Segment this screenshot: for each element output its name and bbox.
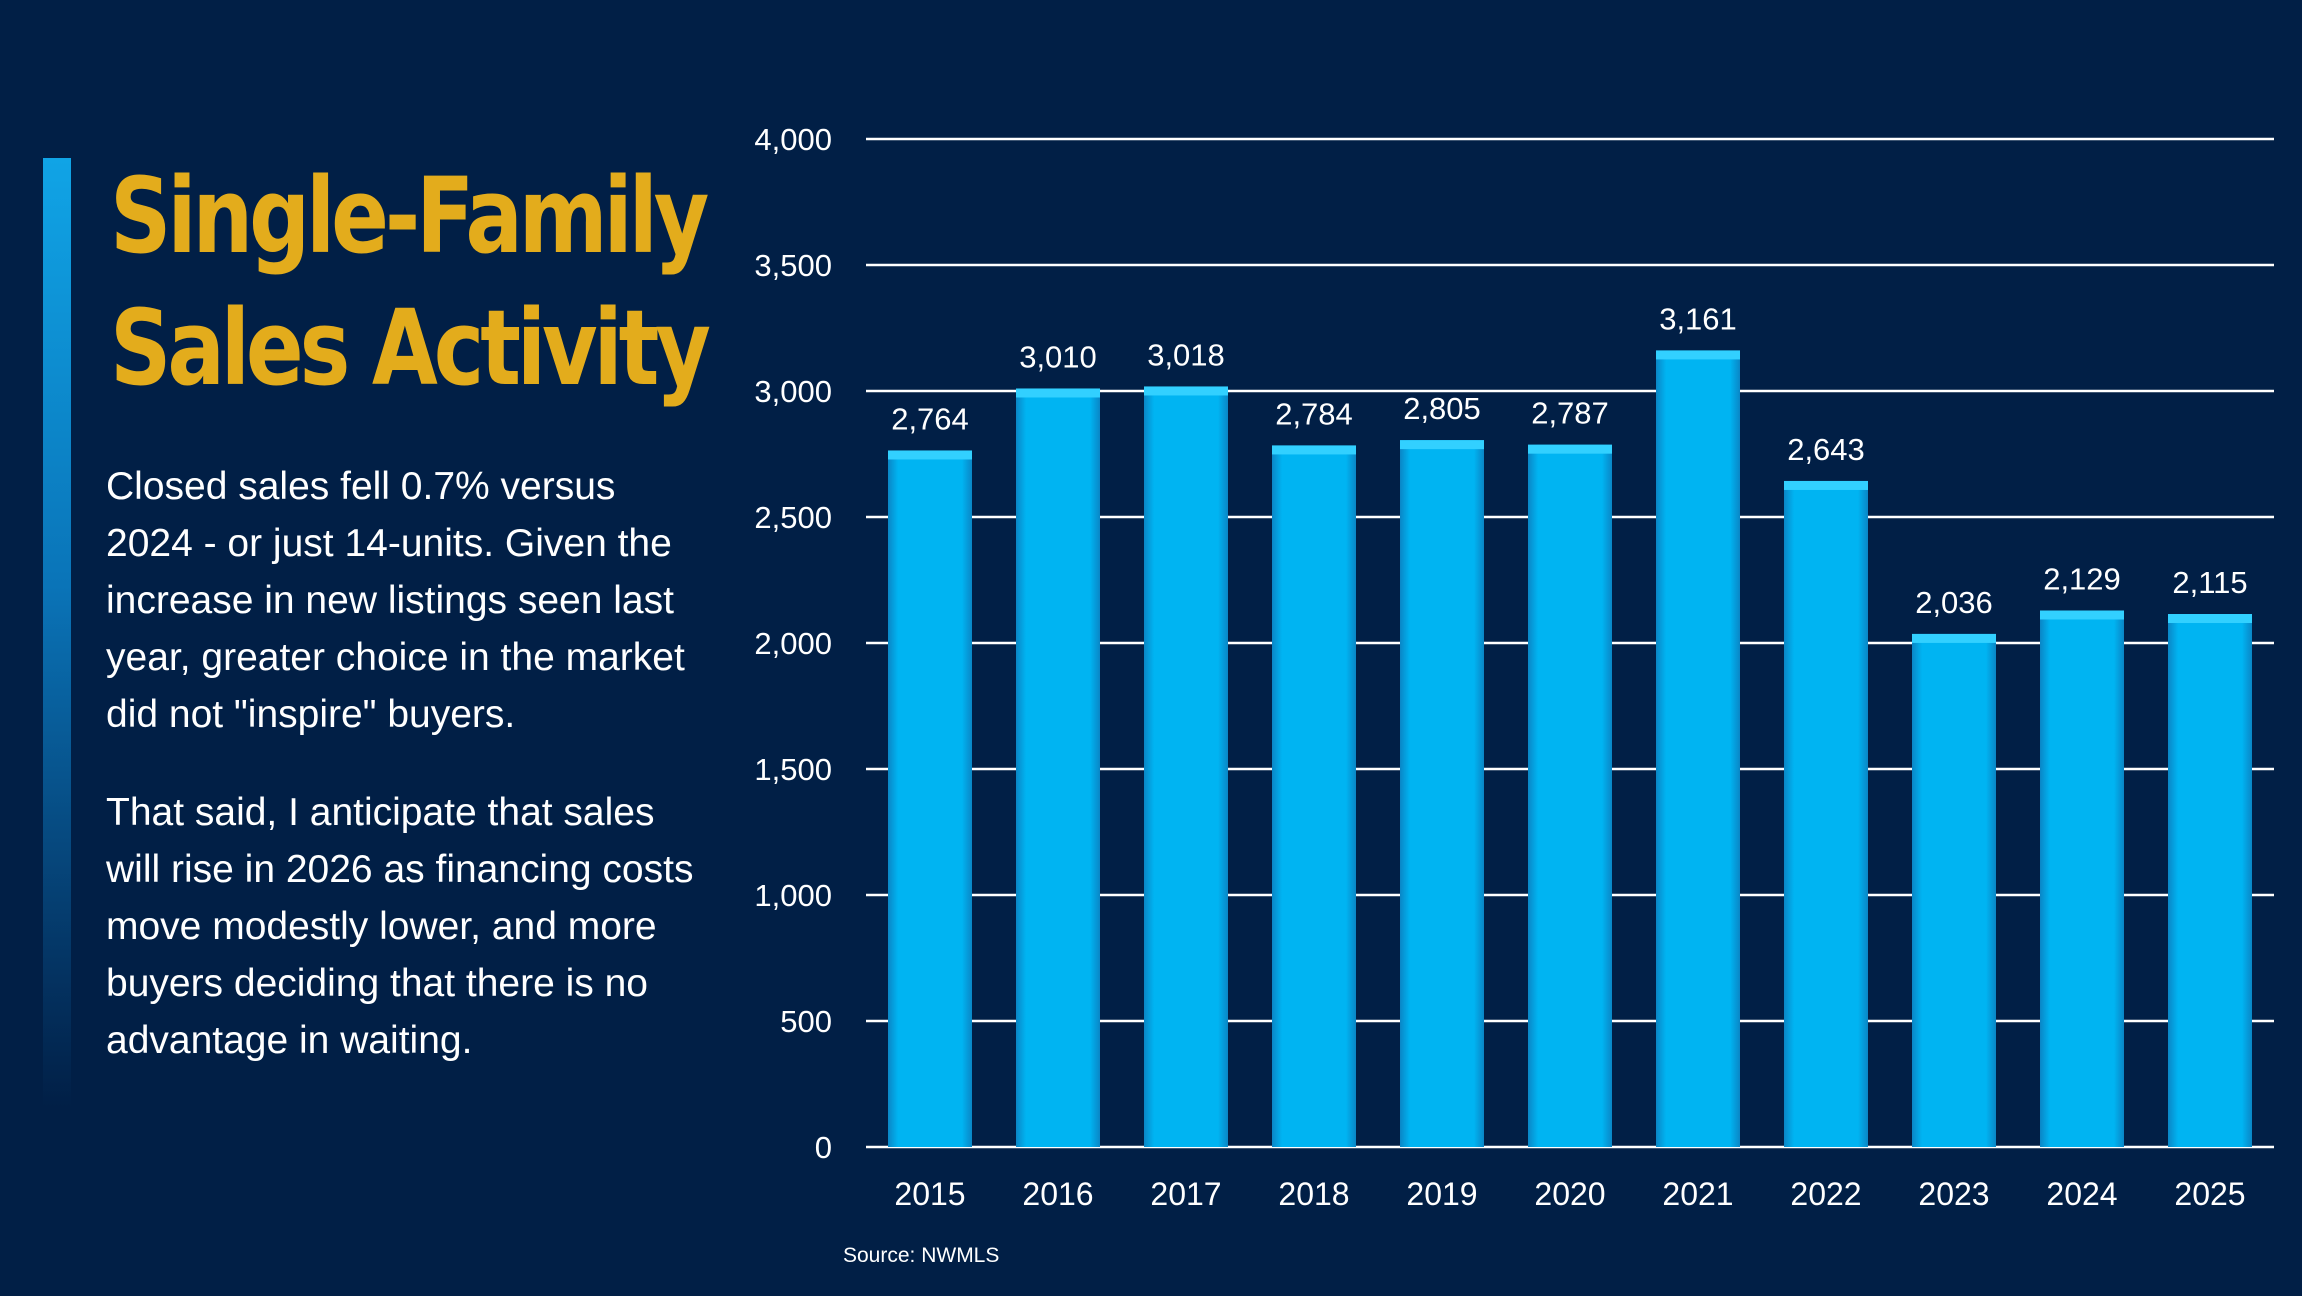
bar-2019 <box>1400 440 1484 1147</box>
commentary-paragraph-1: Closed sales fell 0.7% versus 2024 - or … <box>106 465 685 736</box>
bar-2020 <box>1528 444 1612 1147</box>
bar-cap-2018 <box>1272 445 1356 455</box>
bar-2015 <box>888 450 972 1147</box>
y-tick-label: 500 <box>780 1004 832 1039</box>
bar-cap-2022 <box>1784 480 1868 490</box>
value-label-2018: 2,784 <box>1275 396 1353 431</box>
slide-title-line-1: Single-Family <box>110 155 709 277</box>
value-label-2019: 2,805 <box>1403 391 1481 426</box>
y-tick-label: 0 <box>815 1130 832 1165</box>
bar-2018 <box>1272 445 1356 1147</box>
x-tick-label-2017: 2017 <box>1150 1176 1221 1212</box>
bars <box>888 350 2252 1148</box>
bar-cap-2017 <box>1144 386 1228 396</box>
y-tick-label: 2,500 <box>754 500 832 535</box>
x-tick-label-2015: 2015 <box>894 1176 965 1212</box>
x-tick-label-2020: 2020 <box>1534 1176 1605 1212</box>
bar-cap-2019 <box>1400 440 1484 450</box>
bar-2023 <box>1912 633 1996 1147</box>
bar-cap-2015 <box>888 450 972 460</box>
value-label-2017: 3,018 <box>1147 337 1225 372</box>
y-tick-label: 1,000 <box>754 878 832 913</box>
x-tick-label-2022: 2022 <box>1790 1176 1861 1212</box>
y-tick-label: 3,500 <box>754 248 832 283</box>
y-tick-label: 2,000 <box>754 626 832 661</box>
x-tick-label-2025: 2025 <box>2174 1176 2245 1212</box>
bar-2024 <box>2040 610 2124 1147</box>
bar-cap-2023 <box>1912 633 1996 643</box>
x-tick-label-2019: 2019 <box>1406 1176 1477 1212</box>
bar-2021 <box>1656 350 1740 1148</box>
bar-2025 <box>2168 614 2252 1147</box>
x-tick-label-2018: 2018 <box>1278 1176 1349 1212</box>
accent-bar <box>43 158 71 1108</box>
x-tick-label-2023: 2023 <box>1918 1176 1989 1212</box>
y-tick-label: 1,500 <box>754 752 832 787</box>
value-label-2016: 3,010 <box>1019 339 1097 374</box>
value-label-2024: 2,129 <box>2043 561 2121 596</box>
value-label-2023: 2,036 <box>1915 585 1993 620</box>
y-tick-label: 3,000 <box>754 374 832 409</box>
bar-cap-2020 <box>1528 444 1612 454</box>
value-label-2015: 2,764 <box>891 401 969 436</box>
bar-2017 <box>1144 386 1228 1147</box>
slide-title-line-2: Sales Activity <box>110 287 711 409</box>
value-label-2025: 2,115 <box>2172 565 2247 600</box>
y-tick-label: 4,000 <box>754 122 832 157</box>
commentary-paragraph-2: That said, I anticipate that sales will … <box>106 791 694 1062</box>
value-label-2020: 2,787 <box>1531 396 1609 431</box>
slide-title: Single-Family Sales Activity <box>110 150 711 414</box>
labels: 0 500 1,000 1,500 2,000 2,500 3,000 3,500 4,000 2… <box>754 122 2247 1212</box>
bar-cap-2021 <box>1656 350 1740 360</box>
x-tick-label-2021: 2021 <box>1662 1176 1733 1212</box>
bar-2016 <box>1016 388 1100 1148</box>
x-tick-label-2024: 2024 <box>2046 1176 2117 1212</box>
bar-cap-2016 <box>1016 388 1100 398</box>
source-note: Source: NWMLS <box>843 1244 1000 1267</box>
value-label-2022: 2,643 <box>1787 432 1865 467</box>
x-tick-label-2016: 2016 <box>1022 1176 1093 1212</box>
bar-2022 <box>1784 480 1868 1147</box>
bar-cap-2024 <box>2040 610 2124 620</box>
bar-cap-2025 <box>2168 614 2252 624</box>
value-label-2021: 3,161 <box>1659 301 1737 336</box>
